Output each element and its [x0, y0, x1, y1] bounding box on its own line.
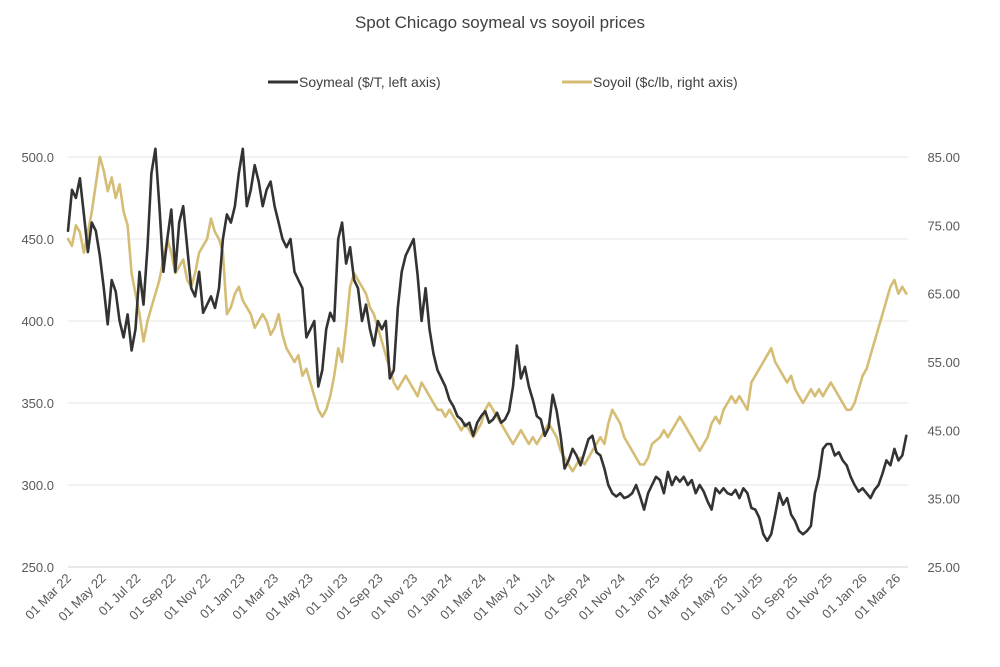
- legend: Soymeal ($/T, left axis) Soyoil ($c/lb, r…: [268, 74, 738, 90]
- right-axis-tick-label: 25.00: [927, 560, 960, 575]
- right-axis-tick-label: 45.00: [927, 423, 960, 438]
- left-axis-ticks: 250.0 300.0 350.0 400.0 450.0 500.0: [21, 150, 54, 575]
- right-axis-tick-label: 35.00: [927, 492, 960, 507]
- right-axis-tick-label: 55.00: [927, 355, 960, 370]
- left-axis-tick-label: 500.0: [21, 150, 54, 165]
- legend-label-soyoil: Soyoil ($c/lb, right axis): [593, 74, 738, 90]
- left-axis-tick-label: 250.0: [21, 560, 54, 575]
- left-axis-tick-label: 400.0: [21, 314, 54, 329]
- right-axis-tick-label: 85.00: [927, 150, 960, 165]
- series-lines: [66, 147, 908, 543]
- right-axis-ticks: 25.00 35.00 45.00 55.00 65.00 75.00 85.00: [927, 150, 960, 575]
- left-axis-tick-label: 350.0: [21, 396, 54, 411]
- right-axis-tick-label: 65.00: [927, 287, 960, 302]
- gridlines: [68, 156, 908, 568]
- soyoil-line: [66, 155, 908, 473]
- soymeal-line: [66, 147, 908, 543]
- left-axis-tick-label: 450.0: [21, 232, 54, 247]
- right-axis-tick-label: 75.00: [927, 218, 960, 233]
- legend-label-soymeal: Soymeal ($/T, left axis): [299, 74, 441, 90]
- chart-title: Spot Chicago soymeal vs soyoil prices: [355, 13, 645, 32]
- left-axis-tick-label: 300.0: [21, 478, 54, 493]
